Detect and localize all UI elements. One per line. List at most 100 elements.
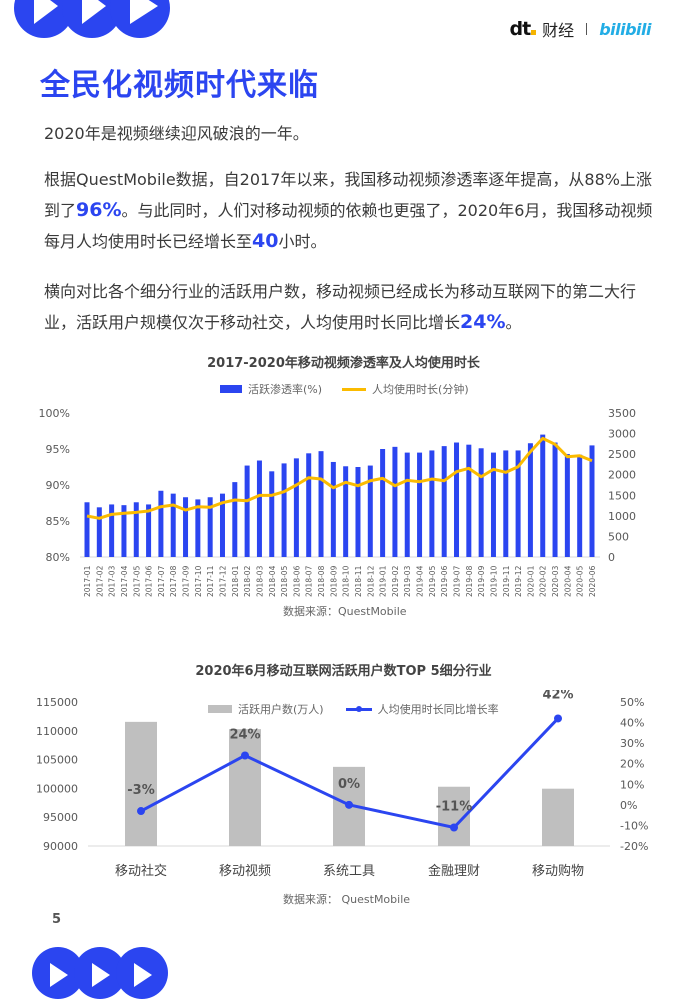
x-tick: 2018-07 — [305, 565, 314, 597]
bar — [417, 452, 423, 557]
y-left-tick: 115000 — [36, 696, 78, 709]
legend-bar-swatch — [220, 385, 242, 393]
y-right-tick: 1500 — [608, 489, 636, 502]
x-tick: 2018-03 — [255, 565, 264, 597]
x-tick: 2020-05 — [576, 565, 585, 597]
bar — [96, 507, 102, 557]
chart1-title: 2017-2020年移动视频渗透率及人均使用时长 — [207, 356, 480, 371]
chart1-legend: 活跃渗透率(%) 人均使用时长(分钟) — [220, 381, 469, 397]
bar — [466, 444, 472, 557]
y-right-tick: 0% — [620, 799, 637, 812]
x-tick: 2017-10 — [194, 565, 203, 597]
x-tick: 2019-03 — [403, 565, 412, 597]
x-tick: 2017-05 — [132, 565, 141, 597]
x-tick: 2018-12 — [366, 565, 375, 597]
bar — [318, 451, 324, 557]
line-series — [86, 436, 593, 520]
y-left-tick: 100000 — [36, 782, 78, 795]
line-point — [241, 751, 249, 760]
x-tick: 2020-01 — [526, 565, 535, 597]
y-left-tick: 110000 — [36, 725, 78, 738]
bar — [367, 465, 373, 557]
legend-line-swatch — [342, 387, 367, 391]
y-left-tick: 85% — [46, 515, 70, 528]
bar — [515, 450, 521, 557]
x-tick: 2018-02 — [243, 565, 252, 597]
x-tick: 2019-09 — [477, 565, 486, 597]
bar — [490, 452, 496, 557]
bar — [229, 729, 261, 846]
bar — [542, 788, 574, 846]
legend-bar-swatch — [208, 705, 232, 713]
x-tick: 金融理财 — [428, 863, 480, 879]
y-right-tick: 2000 — [608, 469, 636, 482]
chart1-plot: 80% 85% 90% 95% 100% 0 500 1000 1500 2000 2500 3000… — [39, 407, 636, 597]
bar — [527, 443, 533, 557]
x-tick: 2018-11 — [354, 565, 363, 597]
bar — [589, 445, 595, 557]
y-left-tick: 90% — [46, 479, 70, 492]
bar — [380, 449, 386, 557]
y-right-tick: 40% — [620, 717, 644, 730]
bar — [293, 458, 299, 557]
x-tick: 2019-11 — [502, 565, 511, 597]
x-tick: 2018-04 — [268, 565, 277, 597]
x-tick: 2017-08 — [169, 565, 178, 597]
x-tick: 2018-01 — [231, 565, 240, 597]
bar — [133, 502, 139, 557]
x-tick: 2019-04 — [416, 565, 425, 597]
y-right-tick: 50% — [620, 696, 644, 709]
bar — [125, 721, 157, 846]
x-tick: 2017-04 — [120, 565, 129, 597]
y-right-tick: -20% — [620, 840, 648, 853]
line-point — [554, 714, 562, 723]
bar — [256, 460, 262, 557]
x-tick: 2019-05 — [428, 565, 437, 597]
bar — [195, 499, 201, 557]
x-tick: 2018-08 — [317, 565, 326, 597]
chart2-legend: 活跃用户数(万人) 人均使用时长同比增长率 — [208, 701, 499, 717]
bar — [121, 505, 127, 557]
bar — [441, 446, 447, 557]
bar — [183, 497, 189, 557]
y-left-tick: 80% — [46, 551, 70, 564]
paragraph-penetration: 根据QuestMobile数据，自2017年以来，我国移动视频渗透率逐年提高，从… — [44, 170, 653, 252]
x-tick: 2017-11 — [206, 565, 215, 597]
bar — [306, 453, 312, 557]
bar — [503, 450, 509, 557]
paragraph-industry: 横向对比各个细分行业的活跃用户数，移动视频已经成长为移动互联网下的第二大行业，活… — [44, 282, 637, 333]
bar — [269, 471, 275, 557]
x-tick: 2017-02 — [95, 565, 104, 597]
y-right-tick: 1000 — [608, 510, 636, 523]
bar — [404, 452, 410, 557]
paragraph-intro: 2020年是视频继续迎风破浪的一年。 — [44, 124, 309, 143]
x-tick: 2019-12 — [514, 565, 523, 597]
x-tick: 2017-12 — [218, 565, 227, 597]
x-tick: 2018-09 — [329, 565, 338, 597]
x-tick: 2017-07 — [157, 565, 166, 597]
y-right-tick: 2500 — [608, 448, 636, 461]
bar — [170, 493, 176, 557]
y-left-tick: 95% — [46, 443, 70, 456]
x-tick: 2018-10 — [342, 565, 351, 597]
data-label: 24% — [229, 727, 260, 742]
x-tick: 2019-01 — [379, 565, 388, 597]
bar — [454, 442, 460, 557]
y-right-tick: 20% — [620, 758, 644, 771]
x-tick: 2019-06 — [440, 565, 449, 597]
line-point — [345, 800, 353, 809]
bar — [146, 504, 152, 557]
x-tick: 2017-01 — [83, 565, 92, 597]
legend-line-swatch — [345, 705, 372, 712]
brand-logos: dt 财经 bilibili — [509, 18, 651, 40]
triple-play-logo-icon — [32, 947, 168, 999]
chart2-plot: 90000 95000 100000 105000 110000 115000 -20% -1… — [36, 690, 648, 879]
bar — [540, 434, 546, 557]
y-right-tick: 30% — [620, 737, 644, 750]
y-right-tick: 500 — [608, 530, 629, 543]
line-point — [450, 823, 458, 832]
y-right-tick: 10% — [620, 778, 644, 791]
bar — [158, 490, 164, 557]
x-tick: 2019-10 — [489, 565, 498, 597]
y-right-tick: -10% — [620, 819, 648, 832]
